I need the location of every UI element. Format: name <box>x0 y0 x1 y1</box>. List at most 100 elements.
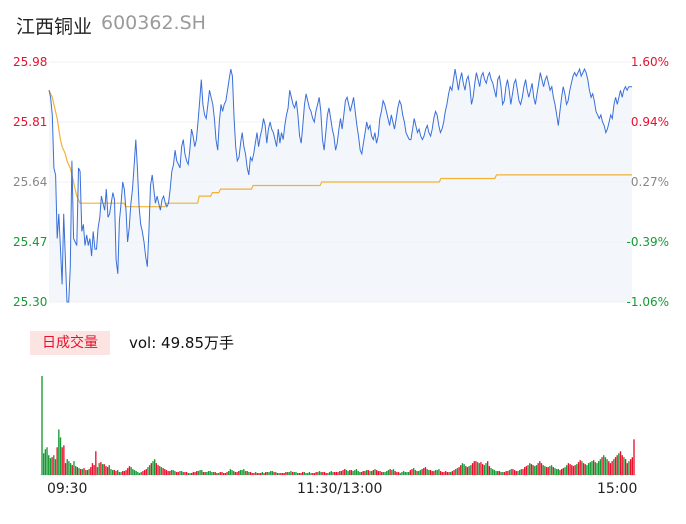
volume-bar <box>59 437 62 475</box>
volume-bar <box>100 462 102 475</box>
volume-bar <box>554 468 556 475</box>
volume-bar <box>534 466 536 475</box>
volume-bar <box>502 472 504 475</box>
volume-bar <box>350 470 353 475</box>
volume-bar <box>429 470 432 475</box>
volume-bar <box>174 471 176 475</box>
x-tick-close: 15:00 <box>597 481 638 497</box>
volume-bar <box>476 462 479 475</box>
volume-bar <box>623 457 625 475</box>
volume-bar <box>206 472 208 475</box>
volume-bar <box>43 453 45 475</box>
volume-bar <box>365 470 368 475</box>
volume-bar <box>46 447 48 475</box>
volume-bar <box>142 471 144 475</box>
volume-bar <box>73 461 75 475</box>
volume-bar <box>404 472 406 475</box>
volume-bar <box>492 469 494 475</box>
volume-bar <box>396 472 398 475</box>
volume-bar <box>165 470 168 475</box>
volume-bar <box>268 472 270 475</box>
volume-bar <box>229 469 232 475</box>
volume-bar <box>550 465 553 475</box>
volume-bar <box>559 470 561 475</box>
volume-bar <box>545 467 548 475</box>
volume-bar <box>128 466 131 475</box>
volume-bar <box>118 472 121 475</box>
volume-bar <box>313 473 316 475</box>
volume-bar <box>591 461 593 475</box>
volume-bar <box>261 472 263 475</box>
volume-bar <box>544 466 546 475</box>
y-tick-left-1: 25.98 <box>13 55 48 69</box>
volume-bar <box>355 469 358 475</box>
volume-bar <box>498 471 501 475</box>
volume-bar <box>140 472 142 475</box>
volume-bar <box>493 470 496 475</box>
volume-bar <box>254 472 257 475</box>
volume-bar <box>359 472 361 475</box>
volume-bar <box>95 451 97 475</box>
volume-bar <box>384 472 386 475</box>
volume-bar <box>244 471 247 475</box>
volume-bar <box>155 463 158 475</box>
volume-bar <box>48 455 50 475</box>
volume-bar <box>609 463 612 475</box>
volume-bar <box>592 460 595 475</box>
volume-bar <box>339 471 341 475</box>
volume-bar <box>276 473 279 475</box>
volume-summary: vol: 49.85万手 <box>129 334 234 352</box>
volume-bar <box>483 465 485 475</box>
volume-bar <box>557 469 559 475</box>
volume-bar <box>414 470 417 475</box>
volume-bar <box>377 471 380 475</box>
volume-bar <box>98 463 100 475</box>
volume-bar <box>382 472 385 475</box>
volume-bar <box>344 469 346 475</box>
volume-bar <box>369 471 371 475</box>
volume-bar <box>192 472 195 475</box>
volume-bar <box>66 459 68 475</box>
volume-bar <box>219 472 221 475</box>
volume-bar <box>312 473 314 475</box>
volume-bar <box>354 470 356 475</box>
volume-bar <box>524 467 526 475</box>
volume-bar <box>196 471 198 475</box>
volume-bar <box>286 472 289 475</box>
volume-bar <box>333 472 336 475</box>
volume-bar <box>81 469 84 475</box>
volume-bar <box>562 468 565 475</box>
volume-bar <box>234 472 237 475</box>
volume-bar <box>443 472 445 475</box>
volume-bar <box>349 470 351 475</box>
volume-bar <box>152 461 154 475</box>
volume-bar <box>256 473 258 475</box>
volume-bar <box>86 470 89 475</box>
volume-bar <box>300 473 302 475</box>
volume-bar <box>362 471 364 475</box>
volume-bar <box>132 469 134 475</box>
volume-bar <box>68 461 70 475</box>
volume-bar <box>189 473 191 475</box>
volume-bar <box>444 471 447 475</box>
volume-bar <box>323 472 326 475</box>
volume-bar <box>117 470 119 475</box>
volume-bar <box>434 470 437 475</box>
volume-bar <box>327 473 329 475</box>
volume-bar <box>490 468 492 475</box>
volume-bar <box>231 470 233 475</box>
volume-bar <box>441 472 443 475</box>
volume-bar <box>207 471 210 475</box>
volume-bar <box>296 473 299 475</box>
volume-bar <box>478 463 480 475</box>
y-tick-right-1: 1.60% <box>630 55 669 69</box>
volume-bar <box>305 473 307 475</box>
volume-bar <box>93 465 95 475</box>
volume-bar <box>169 471 171 475</box>
volume-bar <box>148 465 151 475</box>
volume-bar <box>280 473 282 475</box>
volume-bar <box>466 467 469 475</box>
daily-volume-tab[interactable]: 日成交量 <box>30 331 110 355</box>
volume-bar <box>614 457 617 475</box>
volume-bar <box>164 469 166 475</box>
